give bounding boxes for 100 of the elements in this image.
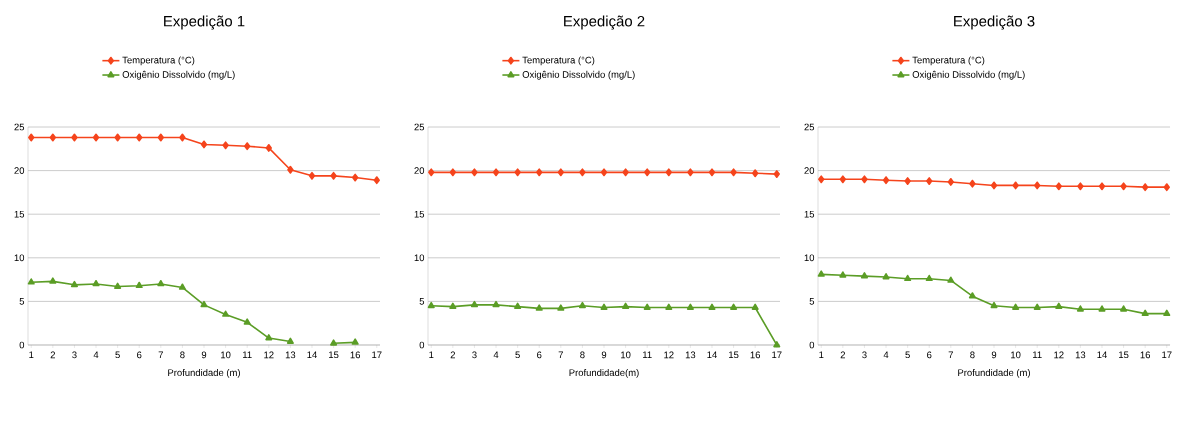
y-tick-label: 10: [804, 254, 815, 262]
point: [1012, 303, 1020, 310]
point: [135, 281, 143, 289]
point: [730, 303, 738, 310]
point: [514, 302, 522, 310]
chart-title: Expedição 1: [164, 15, 245, 30]
point: [1163, 183, 1170, 192]
point: [708, 303, 716, 310]
point: [925, 274, 933, 282]
x-tick-label: 15: [1119, 351, 1129, 359]
point: [1034, 181, 1041, 190]
point: [687, 168, 694, 177]
y-tick-label: 5: [809, 298, 815, 305]
x-tick-label: 9: [991, 351, 997, 359]
x-tick-label: 7: [558, 351, 563, 359]
point: [351, 338, 359, 345]
point: [471, 168, 478, 177]
chart-title: Expedição 2: [564, 15, 645, 30]
legend-label: Temperatura (°C): [122, 56, 195, 66]
point: [330, 171, 337, 180]
point: [427, 301, 435, 309]
x-tick-label: 3: [472, 351, 477, 359]
x-axis-title: Profundidade (m): [168, 369, 240, 378]
y-tick-label: 20: [804, 167, 815, 174]
point: [904, 177, 911, 186]
point: [773, 170, 780, 179]
point: [1098, 182, 1106, 191]
point: [1077, 182, 1084, 191]
point: [947, 276, 955, 283]
x-tick-label: 12: [1054, 351, 1064, 359]
point: [1076, 305, 1084, 312]
point: [665, 168, 672, 177]
x-tick-label: 6: [537, 351, 542, 359]
x-tick-label: 17: [1162, 351, 1172, 359]
y-tick-label: 15: [14, 210, 25, 218]
point: [157, 279, 165, 287]
point: [708, 168, 716, 177]
x-tick-label: 2: [840, 351, 846, 359]
point: [643, 303, 651, 310]
point: [730, 168, 737, 177]
x-tick-label: 3: [862, 351, 867, 359]
x-tick-label: 17: [772, 351, 782, 359]
point: [1055, 302, 1063, 310]
point: [839, 175, 847, 184]
point: [557, 304, 565, 311]
point: [665, 303, 673, 310]
point: [308, 171, 316, 180]
chart-title: Expedição 3: [954, 15, 1035, 30]
x-tick-label: 1: [429, 351, 434, 359]
point: [990, 301, 998, 309]
y-tick-label: 25: [414, 123, 425, 131]
x-tick-label: 8: [970, 351, 975, 359]
x-tick-label: 1: [819, 351, 824, 359]
point: [514, 168, 521, 177]
point: [351, 173, 359, 182]
x-tick-label: 2: [450, 351, 456, 359]
point: [622, 168, 629, 177]
point: [882, 272, 890, 280]
x-tick-label: 12: [664, 351, 674, 359]
y-tick-label: 10: [414, 254, 425, 262]
point: [179, 133, 186, 142]
y-tick-label: 15: [804, 210, 815, 218]
point: [1120, 305, 1128, 312]
x-tick-label: 5: [515, 351, 520, 359]
point: [49, 133, 57, 142]
point: [428, 168, 435, 177]
x-tick-label: 8: [580, 351, 585, 359]
point: [535, 304, 543, 311]
x-tick-label: 10: [221, 351, 231, 359]
point: [470, 300, 478, 308]
point: [373, 176, 380, 185]
x-tick-label: 13: [685, 351, 696, 359]
point: [686, 303, 694, 310]
point: [860, 272, 868, 279]
point: [1141, 183, 1149, 192]
point: [71, 133, 78, 142]
point: [178, 283, 186, 290]
x-tick-label: 6: [137, 351, 142, 359]
point: [947, 177, 955, 186]
x-tick-label: 10: [1011, 351, 1021, 359]
point: [28, 133, 35, 142]
point: [904, 274, 912, 282]
x-tick-label: 15: [329, 351, 339, 359]
point: [1012, 181, 1019, 190]
x-tick-label: 11: [243, 351, 252, 359]
point: [157, 133, 164, 142]
point: [92, 279, 100, 287]
y-tick-label: 5: [419, 298, 425, 305]
x-tick-label: 9: [201, 351, 207, 359]
point: [882, 176, 890, 185]
x-tick-label: 7: [948, 351, 953, 359]
point: [265, 143, 272, 152]
point: [578, 301, 586, 309]
point: [751, 303, 759, 310]
x-tick-label: 14: [307, 351, 317, 359]
x-tick-label: 4: [493, 351, 499, 359]
point: [818, 175, 825, 184]
point: [861, 175, 868, 184]
y-tick-label: 5: [19, 298, 25, 305]
y-tick-label: 20: [414, 167, 425, 174]
